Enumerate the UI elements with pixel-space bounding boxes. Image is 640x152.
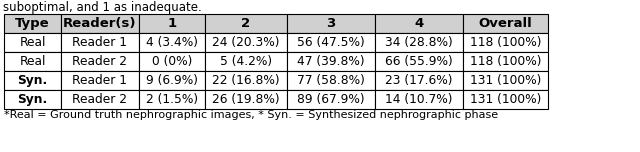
Text: 89 (67.9%): 89 (67.9%) [297, 93, 365, 106]
Text: 5 (4.2%): 5 (4.2%) [220, 55, 272, 68]
Text: 24 (20.3%): 24 (20.3%) [212, 36, 280, 49]
Bar [139, 33, 205, 52]
Bar [61, 90, 139, 109]
Bar [375, 71, 463, 90]
Text: Syn.: Syn. [17, 74, 47, 87]
Bar [61, 33, 139, 52]
Bar [205, 14, 287, 33]
Text: 2: 2 [241, 17, 251, 30]
Bar [205, 71, 287, 90]
Text: 131 (100%): 131 (100%) [470, 93, 541, 106]
Bar [61, 71, 139, 90]
Text: 4: 4 [414, 17, 424, 30]
Bar [287, 90, 375, 109]
Bar [463, 33, 548, 52]
Text: 14 (10.7%): 14 (10.7%) [385, 93, 452, 106]
Text: 77 (58.8%): 77 (58.8%) [297, 74, 365, 87]
Bar [61, 14, 139, 33]
Bar [375, 14, 463, 33]
Text: Reader 2: Reader 2 [72, 93, 127, 106]
Text: Reader 1: Reader 1 [72, 36, 127, 49]
Bar [205, 90, 287, 109]
Text: Syn.: Syn. [17, 93, 47, 106]
Bar [463, 90, 548, 109]
Text: 131 (100%): 131 (100%) [470, 74, 541, 87]
Text: 1: 1 [168, 17, 177, 30]
Bar [4, 71, 61, 90]
Bar [205, 33, 287, 52]
Text: Reader 2: Reader 2 [72, 55, 127, 68]
Text: Type: Type [15, 17, 50, 30]
Text: 23 (17.6%): 23 (17.6%) [385, 74, 452, 87]
Text: 22 (16.8%): 22 (16.8%) [212, 74, 280, 87]
Text: 2 (1.5%): 2 (1.5%) [146, 93, 198, 106]
Text: Overall: Overall [479, 17, 532, 30]
Text: 9 (6.9%): 9 (6.9%) [146, 74, 198, 87]
Bar [287, 33, 375, 52]
Bar [205, 52, 287, 71]
Bar [375, 52, 463, 71]
Bar [287, 14, 375, 33]
Bar [375, 90, 463, 109]
Bar [375, 33, 463, 52]
Bar [139, 52, 205, 71]
Text: 118 (100%): 118 (100%) [470, 36, 541, 49]
Bar [139, 90, 205, 109]
Bar [139, 71, 205, 90]
Text: 56 (47.5%): 56 (47.5%) [297, 36, 365, 49]
Text: Reader 1: Reader 1 [72, 74, 127, 87]
Bar [287, 71, 375, 90]
Text: Real: Real [19, 36, 45, 49]
Bar [139, 14, 205, 33]
Text: suboptimal, and 1 as inadequate.: suboptimal, and 1 as inadequate. [3, 1, 202, 14]
Bar [4, 14, 61, 33]
Text: Real: Real [19, 55, 45, 68]
Text: 118 (100%): 118 (100%) [470, 55, 541, 68]
Bar [287, 52, 375, 71]
Text: 34 (28.8%): 34 (28.8%) [385, 36, 453, 49]
Text: 4 (3.4%): 4 (3.4%) [146, 36, 198, 49]
Text: Reader(s): Reader(s) [63, 17, 137, 30]
Text: 26 (19.8%): 26 (19.8%) [212, 93, 280, 106]
Bar [463, 14, 548, 33]
Text: 66 (55.9%): 66 (55.9%) [385, 55, 453, 68]
Text: 3: 3 [326, 17, 335, 30]
Bar [4, 33, 61, 52]
Bar [463, 52, 548, 71]
Text: 47 (39.8%): 47 (39.8%) [297, 55, 365, 68]
Text: *Real = Ground truth nephrographic images, * Syn. = Synthesized nephrographic ph: *Real = Ground truth nephrographic image… [4, 110, 498, 120]
Bar [4, 90, 61, 109]
Bar [463, 71, 548, 90]
Text: 0 (0%): 0 (0%) [152, 55, 192, 68]
Bar [4, 52, 61, 71]
Bar [61, 52, 139, 71]
